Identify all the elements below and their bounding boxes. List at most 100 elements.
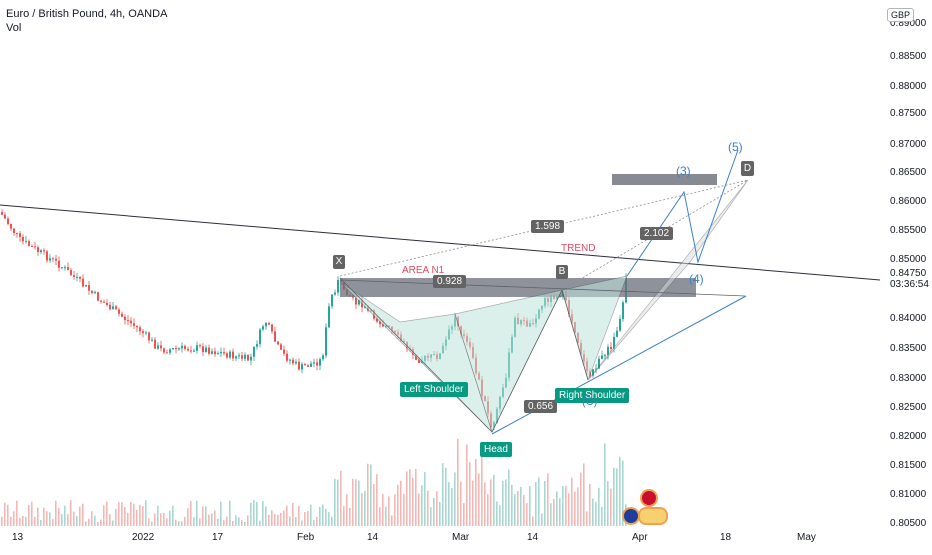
volume-bar [394, 494, 396, 526]
left-shoulder-label[interactable]: Left Shoulder [400, 382, 468, 397]
candle-body [76, 276, 78, 278]
volume-bar [178, 521, 180, 526]
volume-bar [1, 516, 3, 526]
candle-body [610, 346, 612, 350]
volume-bar [439, 502, 441, 526]
head-label[interactable]: Head [480, 442, 512, 457]
price-tick: 0.83500 [890, 343, 927, 354]
trend-line[interactable] [0, 204, 881, 281]
price-tick: 0.86000 [890, 196, 927, 207]
volume-bar [517, 491, 519, 526]
point-x-label[interactable]: X [333, 255, 345, 269]
candle-body [94, 292, 96, 294]
right-shoulder-label[interactable]: Right Shoulder [555, 388, 630, 403]
harmonic-xa[interactable] [339, 277, 589, 433]
area-rectangle[interactable] [340, 278, 696, 297]
volume-bar [10, 516, 12, 526]
volume-bar [559, 498, 561, 526]
volume-bar [196, 500, 198, 526]
ratio-1598[interactable]: 1.598 [531, 220, 565, 233]
volume-bar [430, 507, 432, 526]
volume-bar [442, 463, 444, 526]
area-label[interactable]: AREA N1 [402, 265, 445, 276]
candle-body [598, 358, 600, 369]
candle-body [208, 347, 210, 354]
volume-bar [214, 510, 216, 526]
time-tick: May [797, 532, 816, 543]
wave-4-label[interactable]: (4) [689, 272, 704, 286]
volume-bar [577, 487, 579, 526]
volume-bar [268, 514, 270, 526]
volume-bar [100, 519, 102, 526]
volume-bar [205, 506, 207, 526]
candle-body [286, 353, 288, 361]
symbol-title[interactable]: Euro / British Pound, 4h, OANDA [6, 8, 168, 20]
candle-body [304, 364, 306, 366]
volume-bar [436, 491, 438, 526]
volume-bar [391, 515, 393, 526]
event-stack-icon[interactable] [638, 507, 668, 525]
flag-uk-icon[interactable] [640, 489, 658, 507]
volume-bar [37, 507, 39, 526]
volume-bar [79, 506, 81, 526]
point-b-label[interactable]: B [556, 265, 568, 279]
candle-body [265, 322, 267, 327]
candle-body [382, 324, 384, 327]
volume-bar [472, 480, 474, 526]
candle-body [40, 250, 42, 253]
volume-bar [34, 516, 36, 526]
candle-body [64, 267, 66, 269]
candle-body [130, 320, 132, 324]
wave-3-label[interactable]: (3) [676, 164, 691, 178]
harmonic-cd-triangle[interactable] [587, 179, 749, 381]
volume-bar [103, 505, 105, 526]
harmonic-xb[interactable] [339, 279, 746, 297]
volume-bar [31, 501, 33, 526]
ratio-2102[interactable]: 2.102 [640, 227, 674, 240]
candle-body [226, 353, 228, 358]
volume-bar [349, 507, 351, 526]
volume-bar [361, 493, 363, 526]
volume-bar [76, 516, 78, 526]
candle-body [238, 355, 240, 357]
candle-body [229, 351, 231, 358]
volume-bar [226, 516, 228, 526]
volume-bar [505, 479, 507, 526]
volume-bar [127, 512, 129, 526]
candle-body [169, 349, 171, 353]
point-d-label[interactable]: D [741, 161, 754, 176]
wave-5-label[interactable]: (5) [728, 140, 743, 154]
target-rectangle[interactable] [612, 174, 717, 185]
candle-body [322, 355, 324, 360]
ratio-0656[interactable]: 0.656 [524, 400, 558, 413]
candle-body [19, 233, 21, 237]
volume-bar [85, 521, 87, 526]
volume-bar [580, 472, 582, 526]
candle-body [118, 309, 120, 314]
volume-bar [52, 519, 54, 526]
trend-label[interactable]: TREND [561, 243, 596, 254]
volume-bar [235, 515, 237, 526]
indicator-label[interactable]: Vol [6, 22, 22, 34]
volume-bar [82, 503, 84, 526]
volume-bar [334, 478, 336, 526]
volume-bar [64, 505, 66, 526]
volume-bar [271, 510, 273, 526]
candle-body [16, 232, 18, 234]
volume-bar [586, 511, 588, 526]
volume-bar [298, 505, 300, 526]
volume-bar [523, 494, 525, 526]
volume-bar [94, 515, 96, 526]
volume-bar [556, 491, 558, 526]
wave-c-label[interactable]: (C) [582, 396, 598, 408]
volume-bar [355, 479, 357, 526]
volume-bar [454, 472, 456, 526]
price-tick: 0.85500 [890, 225, 927, 236]
ratio-0928[interactable]: 0.928 [433, 275, 467, 288]
currency-selector[interactable]: GBP [887, 8, 915, 22]
candle-body [211, 351, 213, 354]
time-tick: 14 [527, 532, 539, 543]
candle-body [61, 267, 63, 269]
